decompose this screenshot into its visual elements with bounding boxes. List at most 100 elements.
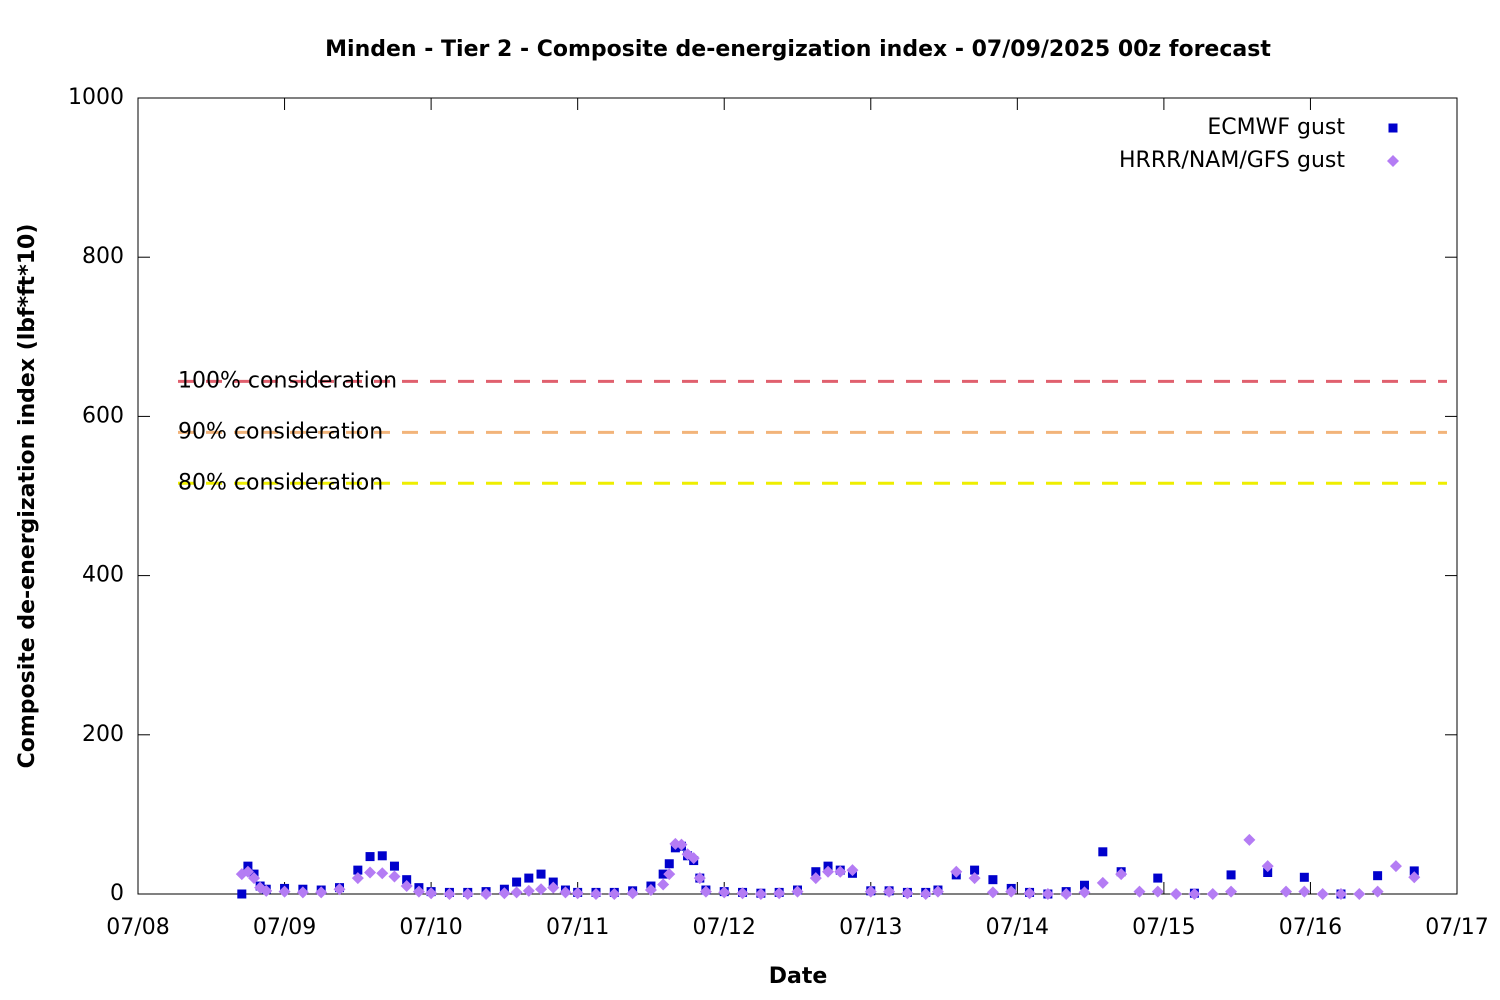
point bbox=[791, 885, 804, 898]
point bbox=[364, 866, 377, 879]
point bbox=[589, 888, 602, 900]
plot-frame bbox=[137, 97, 1458, 895]
point bbox=[811, 867, 821, 877]
point bbox=[365, 852, 375, 862]
point bbox=[388, 870, 401, 883]
point bbox=[402, 875, 412, 885]
point bbox=[1060, 888, 1073, 900]
point bbox=[400, 880, 413, 893]
point bbox=[389, 861, 399, 871]
point bbox=[512, 877, 522, 887]
point bbox=[498, 887, 511, 900]
point bbox=[296, 886, 309, 899]
x-tick-label: 07/09 bbox=[253, 915, 316, 940]
point bbox=[1098, 847, 1108, 857]
x-tick-label: 07/15 bbox=[1132, 915, 1195, 940]
point bbox=[1409, 866, 1419, 876]
threshold-label: 100% consideration bbox=[178, 368, 397, 393]
point bbox=[1023, 887, 1036, 900]
point bbox=[1226, 870, 1236, 880]
y-axis-label: Composite de-energization index (lbf*ft*… bbox=[15, 224, 40, 769]
point bbox=[1408, 871, 1421, 884]
x-tick-label: 07/08 bbox=[106, 915, 169, 940]
point bbox=[547, 881, 560, 894]
point bbox=[1243, 833, 1256, 846]
point bbox=[535, 883, 548, 896]
point bbox=[1334, 888, 1347, 900]
point bbox=[931, 885, 944, 898]
chart-title: Minden - Tier 2 - Composite de-energizat… bbox=[325, 37, 1271, 62]
point bbox=[333, 883, 346, 896]
threshold-label: 80% consideration bbox=[178, 470, 383, 495]
point bbox=[1041, 888, 1054, 900]
point bbox=[1373, 871, 1383, 881]
point bbox=[241, 865, 254, 878]
point bbox=[608, 888, 621, 900]
point bbox=[644, 884, 657, 897]
x-tick-label: 07/13 bbox=[839, 915, 902, 940]
y-tick-label: 800 bbox=[82, 244, 124, 269]
point bbox=[1170, 888, 1183, 900]
point bbox=[687, 852, 700, 865]
point bbox=[950, 865, 963, 878]
point bbox=[1280, 885, 1293, 898]
point bbox=[1316, 888, 1329, 900]
point bbox=[988, 875, 998, 885]
point bbox=[260, 884, 273, 897]
x-tick-label: 07/14 bbox=[986, 915, 1049, 940]
point bbox=[822, 865, 835, 878]
x-tick-label: 07/17 bbox=[1425, 915, 1488, 940]
point bbox=[657, 878, 670, 891]
point bbox=[443, 888, 456, 900]
point bbox=[524, 873, 534, 883]
point bbox=[773, 887, 786, 900]
point bbox=[412, 885, 425, 898]
point bbox=[970, 865, 980, 875]
legend-label: ECMWF gust bbox=[1207, 115, 1345, 140]
point bbox=[237, 889, 247, 899]
point bbox=[664, 859, 674, 869]
y-tick-label: 0 bbox=[110, 881, 124, 906]
y-tick-label: 1000 bbox=[68, 85, 124, 110]
point bbox=[883, 885, 896, 898]
point bbox=[1225, 885, 1238, 898]
point bbox=[658, 869, 668, 879]
point bbox=[377, 851, 387, 861]
point bbox=[510, 886, 523, 899]
point bbox=[1261, 860, 1274, 873]
legend-label: HRRR/NAM/GFS gust bbox=[1119, 148, 1345, 173]
point bbox=[315, 886, 328, 899]
point bbox=[1206, 888, 1219, 900]
point bbox=[1263, 868, 1273, 878]
point bbox=[809, 872, 822, 885]
point bbox=[1151, 885, 1164, 898]
point bbox=[522, 884, 535, 897]
point bbox=[919, 888, 932, 900]
point bbox=[1096, 876, 1109, 889]
point bbox=[425, 887, 438, 900]
point bbox=[461, 888, 474, 900]
point bbox=[1188, 888, 1201, 900]
point bbox=[968, 872, 981, 885]
point bbox=[353, 865, 363, 875]
point bbox=[351, 872, 364, 885]
x-tick-label: 07/11 bbox=[546, 915, 609, 940]
point bbox=[1371, 885, 1384, 898]
x-tick-label: 07/16 bbox=[1279, 915, 1342, 940]
point bbox=[754, 888, 767, 900]
y-tick-label: 600 bbox=[82, 403, 124, 428]
point bbox=[571, 887, 584, 900]
y-tick-label: 200 bbox=[82, 722, 124, 747]
point bbox=[718, 886, 731, 899]
point bbox=[699, 885, 712, 898]
point bbox=[1080, 880, 1090, 890]
point bbox=[864, 885, 877, 898]
y-tick-label: 400 bbox=[82, 563, 124, 588]
point bbox=[1299, 872, 1309, 882]
point bbox=[559, 886, 572, 899]
point bbox=[1353, 888, 1366, 900]
x-tick-label: 07/12 bbox=[693, 915, 756, 940]
point bbox=[1153, 873, 1163, 883]
point bbox=[278, 885, 291, 898]
point bbox=[1133, 885, 1146, 898]
